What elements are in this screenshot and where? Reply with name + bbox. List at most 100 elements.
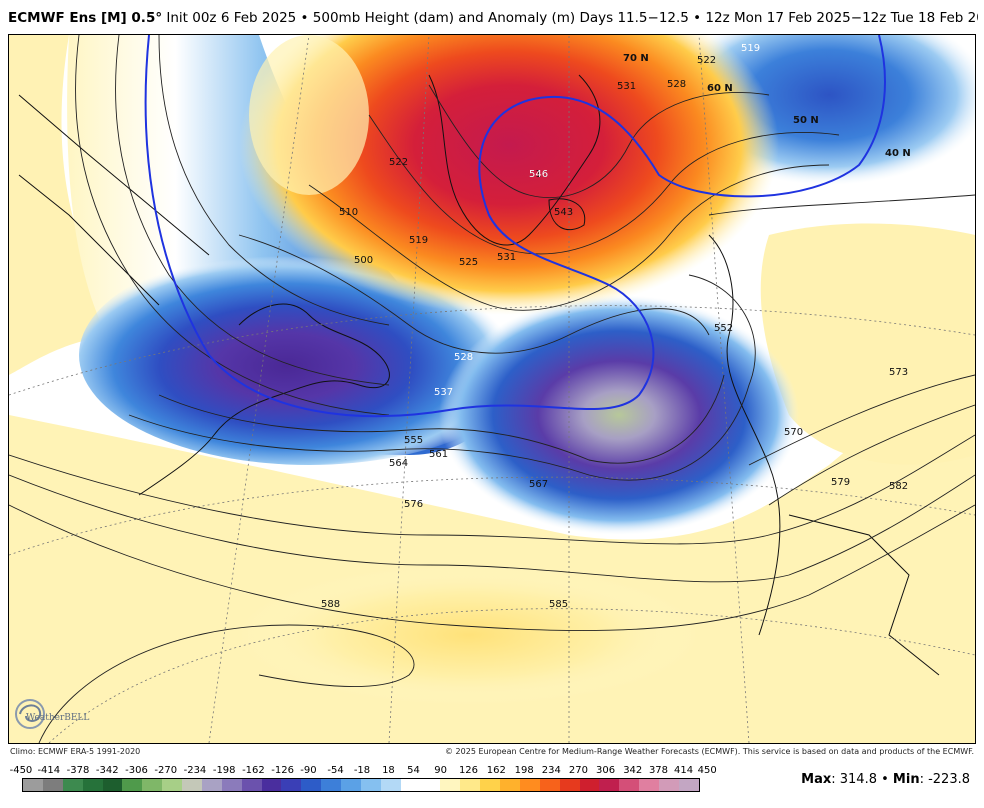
colorbar-tick: -162 <box>242 765 265 776</box>
contour-label: 546 <box>529 169 548 180</box>
border-canada-a <box>18 94 210 256</box>
colorbar-swatch <box>659 779 679 791</box>
colorbar-swatch <box>241 779 262 791</box>
lat-label-60n: 60 N <box>707 83 733 94</box>
height-contours <box>9 35 975 743</box>
colorbar-swatch <box>182 779 202 791</box>
logo-text: WeatherBELL <box>26 713 89 723</box>
colorbar-swatch <box>500 779 520 791</box>
colorbar-swatch <box>380 779 401 791</box>
coast-greenland <box>428 74 601 246</box>
contour-label: 573 <box>889 367 908 378</box>
climo-contours <box>144 35 886 418</box>
contour-label: 552 <box>714 323 733 334</box>
colorbar-tick: -342 <box>95 765 119 776</box>
colorbar-swatch <box>360 779 381 791</box>
colorbar-tick: 90 <box>434 765 448 776</box>
coast-north-america <box>138 303 390 496</box>
contour-label: 510 <box>339 207 358 218</box>
copyright-note: © 2025 European Centre for Medium-Range … <box>445 747 974 756</box>
contour-label: 561 <box>429 449 448 460</box>
contour-label: 516 <box>529 169 548 180</box>
contour-labels: 510 516 519 522 525 528 531 537 546 543 … <box>321 43 908 610</box>
min-label: Min <box>892 772 920 787</box>
coast-iceland <box>548 198 586 231</box>
colorbar-swatch <box>201 779 222 791</box>
colorbar-swatch <box>281 779 302 791</box>
contour-label: 567 <box>529 479 548 490</box>
contour-label: 582 <box>889 481 908 492</box>
colorbar-swatch <box>82 779 103 791</box>
negative-anomaly-east-core <box>439 295 799 535</box>
colorbar-swatch <box>480 779 500 791</box>
max-label: Max <box>801 772 832 787</box>
colorbar-swatch <box>579 779 600 791</box>
contour-label: 522 <box>389 157 408 168</box>
colorbar-swatch <box>460 779 481 791</box>
colorbar-tick: 450 <box>697 765 717 776</box>
colorbar-swatch <box>261 779 282 791</box>
contour-label: 500 <box>354 255 373 266</box>
border-africa <box>788 514 940 676</box>
colorbar-tick: 306 <box>596 765 616 776</box>
max-value: : 314.8 • <box>831 772 893 787</box>
colorbar-tick: -90 <box>300 765 317 776</box>
forecast-map: 510 516 519 522 525 528 531 537 546 543 … <box>8 34 976 744</box>
contour-label: 519 <box>741 43 760 54</box>
climo-note: Climo: ECMWF ERA-5 1991-2020 <box>10 747 141 756</box>
max-min-readout: Max: 314.8 • Min: -223.8 <box>801 772 970 787</box>
lat-label-70n: 70 N <box>623 53 649 64</box>
colorbar-tick: -378 <box>66 765 90 776</box>
contour-label: 528 <box>454 352 473 363</box>
colorbar-swatch <box>23 779 43 791</box>
contour-label: 585 <box>549 599 568 610</box>
colorbar-swatch <box>142 779 163 791</box>
latlon-grid <box>9 35 975 743</box>
colorbar-swatch <box>420 779 441 791</box>
contour-label: 531 <box>497 252 516 263</box>
lat-label-40n: 40 N <box>885 148 911 159</box>
contour-label: 588 <box>321 599 340 610</box>
colorbar-swatch <box>639 779 659 791</box>
colorbar-swatch <box>221 779 242 791</box>
coast-europe-africa <box>708 234 781 636</box>
contour-label: 579 <box>831 477 850 488</box>
contour-label: 522 <box>697 55 716 66</box>
contour-label: 576 <box>404 499 423 510</box>
colorbar-tick: -54 <box>327 765 344 776</box>
colorbar-tick: -450 <box>9 765 33 776</box>
model-name: ECMWF Ens [M] 0.5° <box>8 10 163 26</box>
positive-anomaly-east <box>760 223 975 465</box>
colorbar-swatch <box>599 779 620 791</box>
colorbar-swatch <box>122 779 143 791</box>
colorbar-swatch <box>400 779 421 791</box>
colorbar-tick: 126 <box>458 765 479 776</box>
colorbar-tick: -198 <box>212 765 236 776</box>
colorbar-tick: 342 <box>623 765 643 776</box>
colorbar-tick: -270 <box>154 765 178 776</box>
colorbar-swatch <box>321 779 341 791</box>
colorbar-swatch <box>539 779 560 791</box>
map-canvas: 510 516 519 522 525 528 531 537 546 543 … <box>9 35 975 743</box>
weatherbell-swirl-icon <box>15 699 45 729</box>
colorbar-swatch <box>341 779 361 791</box>
climo-line-537 <box>144 35 886 418</box>
anomaly-colorbar <box>22 778 700 792</box>
contour-label: 525 <box>459 257 478 268</box>
colorbar-swatch <box>678 779 699 791</box>
colorbar-tick: 162 <box>486 765 506 776</box>
colorbar-swatch <box>162 779 182 791</box>
colorbar-tick: -126 <box>271 765 294 776</box>
contour-label: 528 <box>667 79 686 90</box>
contour-label: 519 <box>409 235 428 246</box>
colorbar-swatch <box>440 779 461 791</box>
colorbar-tick: 378 <box>648 765 669 776</box>
positive-anomaly-greenland <box>239 35 779 315</box>
colorbar-swatch <box>42 779 63 791</box>
colorbar-tick: -414 <box>37 765 61 776</box>
colorbar-tick: 270 <box>568 765 588 776</box>
colorbar-tick: 234 <box>541 765 561 776</box>
colorbar-tick: -306 <box>125 765 148 776</box>
border-canada-b <box>18 174 160 306</box>
min-value: : -223.8 <box>919 772 970 787</box>
